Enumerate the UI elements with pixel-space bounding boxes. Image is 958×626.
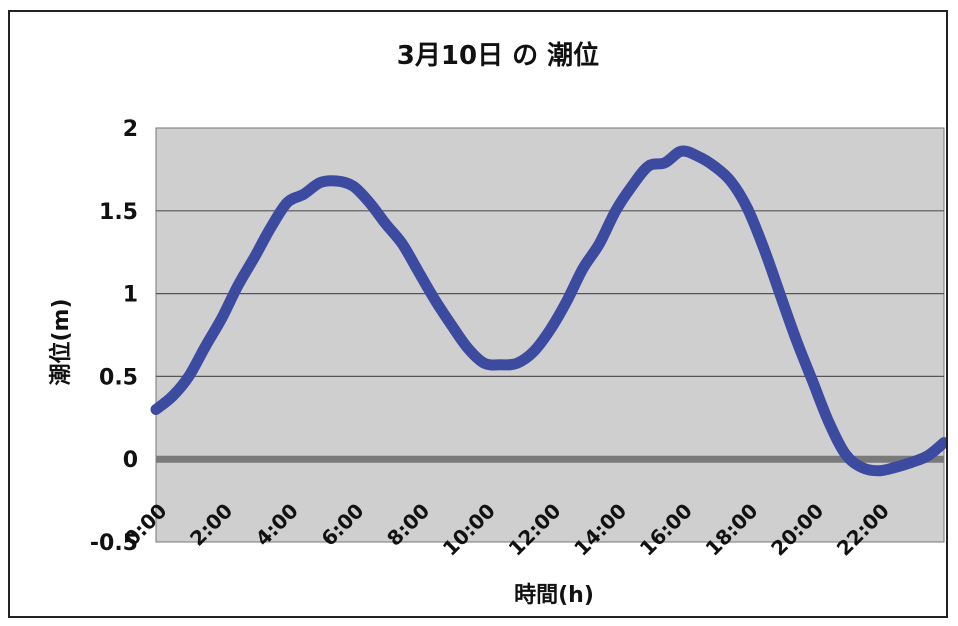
y-tick-label: 1.5 [99, 200, 138, 225]
y-axis-label: 潮位(m) [48, 298, 74, 385]
series-line-tide [150, 145, 946, 477]
chart-title: 3月10日 の 潮位 [397, 40, 599, 71]
x-axis-label: 時間(h) [514, 583, 594, 608]
chart-frame: 3月10日 の 潮位 -0.5 0 0.5 1 1.5 2 0:00 2:00 4:00 6:0… [8, 10, 948, 618]
tide-chart: 3月10日 の 潮位 -0.500.511.52 0:00 2:00 4:00 6:0… [48, 40, 946, 608]
y-tick-label: -0.5 [90, 531, 138, 556]
y-tick-label: 0 [123, 448, 138, 473]
y-axis-ticks: -0.5 0 0.5 1 1.5 2 [90, 117, 138, 556]
y-tick-label: 2 [123, 117, 138, 142]
y-tick-label: 0.5 [99, 365, 138, 390]
y-tick-label: 1 [123, 283, 138, 308]
